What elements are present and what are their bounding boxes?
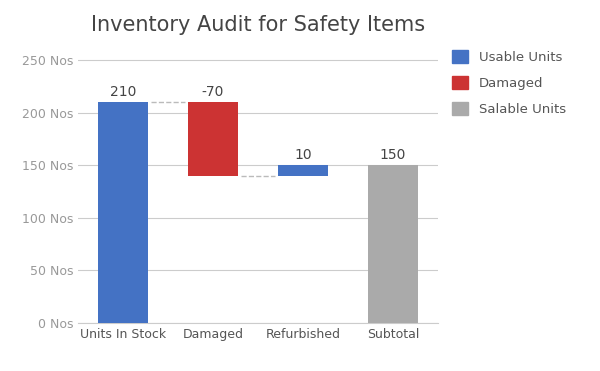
Text: -70: -70 <box>202 85 224 99</box>
Bar <box>188 102 238 176</box>
Legend: Usable Units, Damaged, Salable Units: Usable Units, Damaged, Salable Units <box>448 46 569 120</box>
Title: Inventory Audit for Safety Items: Inventory Audit for Safety Items <box>91 14 425 35</box>
Bar <box>368 165 418 323</box>
Bar <box>98 102 148 323</box>
Bar <box>278 165 328 176</box>
Text: 150: 150 <box>380 148 406 162</box>
Text: 10: 10 <box>294 148 312 162</box>
Text: 210: 210 <box>110 85 136 99</box>
